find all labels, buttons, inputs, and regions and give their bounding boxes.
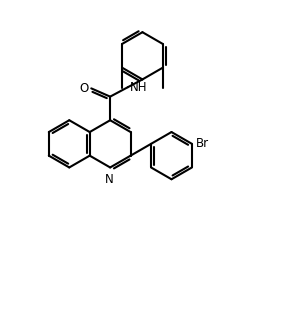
Text: NH: NH: [130, 81, 148, 94]
Text: O: O: [79, 82, 88, 95]
Text: Br: Br: [196, 137, 208, 150]
Text: N: N: [105, 173, 114, 186]
